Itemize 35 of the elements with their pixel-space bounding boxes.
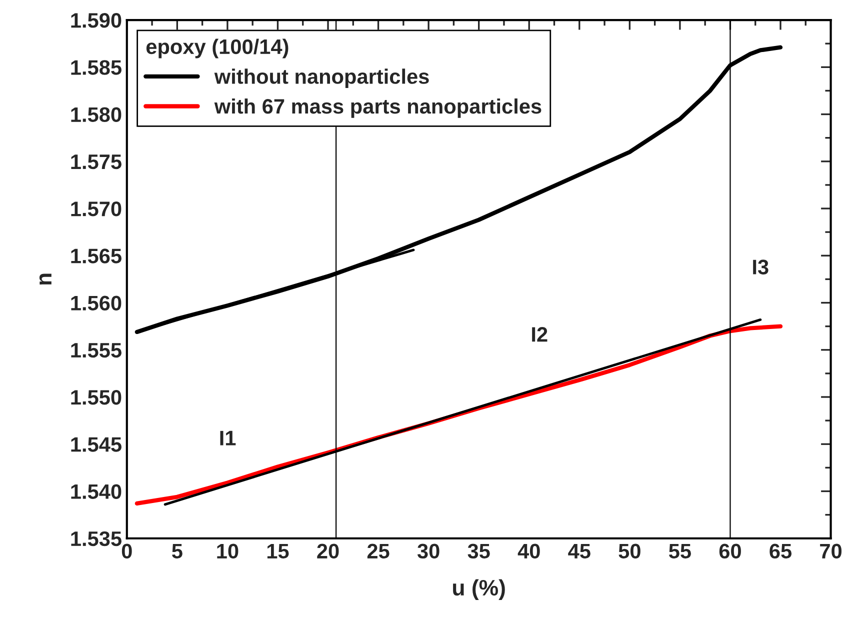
y-tick-label: 1.550 <box>71 390 122 405</box>
x-tick-label: 45 <box>568 544 590 559</box>
legend-title: epoxy (100/14) <box>146 38 288 58</box>
y-tick-label: 1.575 <box>71 154 122 170</box>
legend-label: with 67 mass parts nanoparticles <box>214 98 542 118</box>
x-tick-label: 70 <box>820 544 842 559</box>
x-tick-label: 10 <box>217 544 238 559</box>
x-tick-label: 65 <box>770 544 792 559</box>
x-tick-label: 5 <box>172 544 182 559</box>
y-tick-label: 1.555 <box>71 343 122 358</box>
y-tick-label: 1.590 <box>71 13 122 28</box>
y-tick-label: 1.570 <box>71 202 122 216</box>
y-tick-label: 1.560 <box>71 296 122 311</box>
y-tick-label: 1.535 <box>71 531 122 546</box>
annotation: I2 <box>532 327 548 342</box>
y-tick-label: 1.545 <box>71 437 122 452</box>
annotation: I3 <box>753 260 768 274</box>
x-tick-label: 55 <box>669 544 691 559</box>
x-tick-label: 40 <box>518 544 540 559</box>
x-tick-label: 30 <box>417 544 440 559</box>
x-tick-label: 50 <box>618 544 640 559</box>
y-axis-title: n <box>39 274 52 285</box>
x-tick-label: 60 <box>719 544 741 559</box>
legend-label: without nanoparticles <box>214 68 429 88</box>
annotation: I1 <box>220 430 236 446</box>
y-tick-label: 1.565 <box>71 248 122 264</box>
y-tick-label: 1.580 <box>71 107 122 122</box>
x-tick-label: 15 <box>267 544 289 559</box>
x-axis-title: u (%) <box>453 579 505 600</box>
y-tick-label: 1.585 <box>71 60 122 75</box>
x-tick-label: 20 <box>317 544 339 559</box>
x-tick-label: 35 <box>468 544 490 559</box>
x-tick-label: 0 <box>122 544 132 559</box>
x-tick-label: 25 <box>367 544 390 559</box>
y-tick-label: 1.540 <box>71 484 122 499</box>
